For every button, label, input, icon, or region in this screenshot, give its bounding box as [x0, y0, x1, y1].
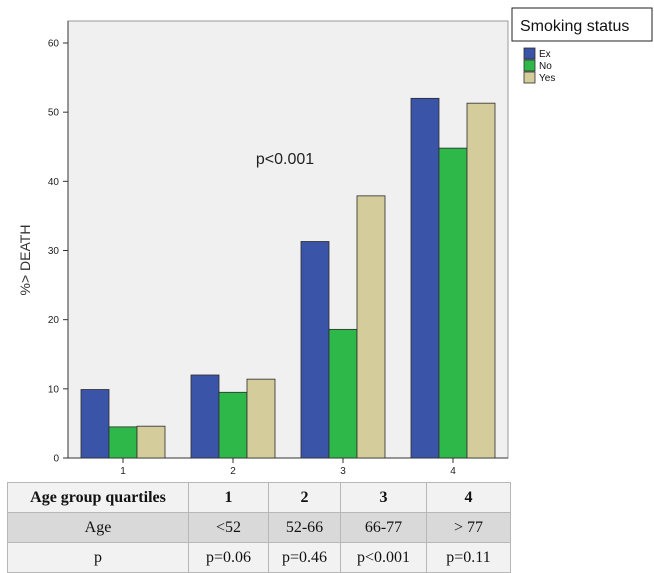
legend-label-ex: Ex — [539, 49, 551, 60]
legend-swatch-ex — [523, 47, 536, 60]
table-header-cell: 3 — [340, 482, 427, 513]
legend-label-no: No — [539, 61, 552, 72]
y-tick-label: 40 — [48, 177, 60, 188]
table-header-cell: Age group quartiles — [7, 482, 189, 513]
legend-swatch-yes — [523, 71, 536, 84]
bar-yes — [466, 102, 496, 459]
bar-no — [108, 426, 138, 459]
table-cell: <52 — [188, 512, 269, 543]
y-tick-label: 50 — [48, 108, 60, 119]
y-tick-label: 60 — [48, 39, 60, 50]
x-axis-ticks: 1 2 3 4 — [120, 458, 456, 477]
table-row-p: p p=0.06 p=0.46 p<0.001 p=0.11 — [7, 542, 511, 573]
age-quartile-table: Age group quartiles 1 2 3 4 Age <52 52-6… — [7, 482, 511, 573]
p-value-annotation: p<0.001 — [256, 151, 314, 168]
x-tick-label: 4 — [450, 466, 456, 477]
bar-no — [218, 391, 248, 459]
legend-title: Smoking status — [520, 18, 629, 35]
bar-chart: 0 10 20 30 40 50 60 1 2 3 4 %> DEATH p<0.001 Smok… — [17, 7, 653, 477]
table-cell: p=0.06 — [188, 542, 269, 573]
table-row-age: Age <52 52-66 66-77 > 77 — [7, 512, 511, 543]
table-cell: 52-66 — [268, 512, 341, 543]
x-tick-label: 3 — [340, 466, 346, 477]
bar-ex — [80, 389, 110, 459]
table-header-cell: 1 — [188, 482, 269, 513]
y-axis-ticks: 0 10 20 30 40 50 60 — [48, 39, 68, 465]
x-tick-label: 2 — [230, 466, 236, 477]
x-tick-label: 1 — [120, 466, 126, 477]
bar-no — [328, 328, 358, 459]
bar-ex — [190, 374, 220, 459]
table-cell: p=0.46 — [268, 542, 341, 573]
y-tick-label: 10 — [48, 384, 60, 395]
legend-swatch-no — [523, 59, 536, 72]
table-cell: > 77 — [426, 512, 511, 543]
legend-label-yes: Yes — [539, 73, 555, 84]
y-axis-label: %> DEATH — [17, 225, 33, 296]
bars-group — [80, 97, 496, 459]
y-tick-label: 20 — [48, 315, 60, 326]
bar-yes — [136, 425, 166, 459]
legend-title-box — [511, 7, 653, 42]
bar-no — [438, 147, 468, 459]
y-tick-label: 30 — [48, 246, 60, 257]
table-cell: p — [7, 542, 189, 573]
table-header-cell: 2 — [268, 482, 341, 513]
bar-ex — [300, 241, 330, 459]
bar-yes — [356, 195, 386, 459]
table-header-cell: 4 — [426, 482, 511, 513]
table-cell: 66-77 — [340, 512, 427, 543]
y-tick-label: 0 — [53, 454, 59, 465]
table-header-row: Age group quartiles 1 2 3 4 — [7, 482, 511, 513]
table-cell: p=0.11 — [426, 542, 511, 573]
table-cell: p<0.001 — [340, 542, 427, 573]
bar-ex — [410, 97, 440, 459]
bar-yes — [246, 378, 276, 459]
table-cell: Age — [7, 512, 189, 543]
